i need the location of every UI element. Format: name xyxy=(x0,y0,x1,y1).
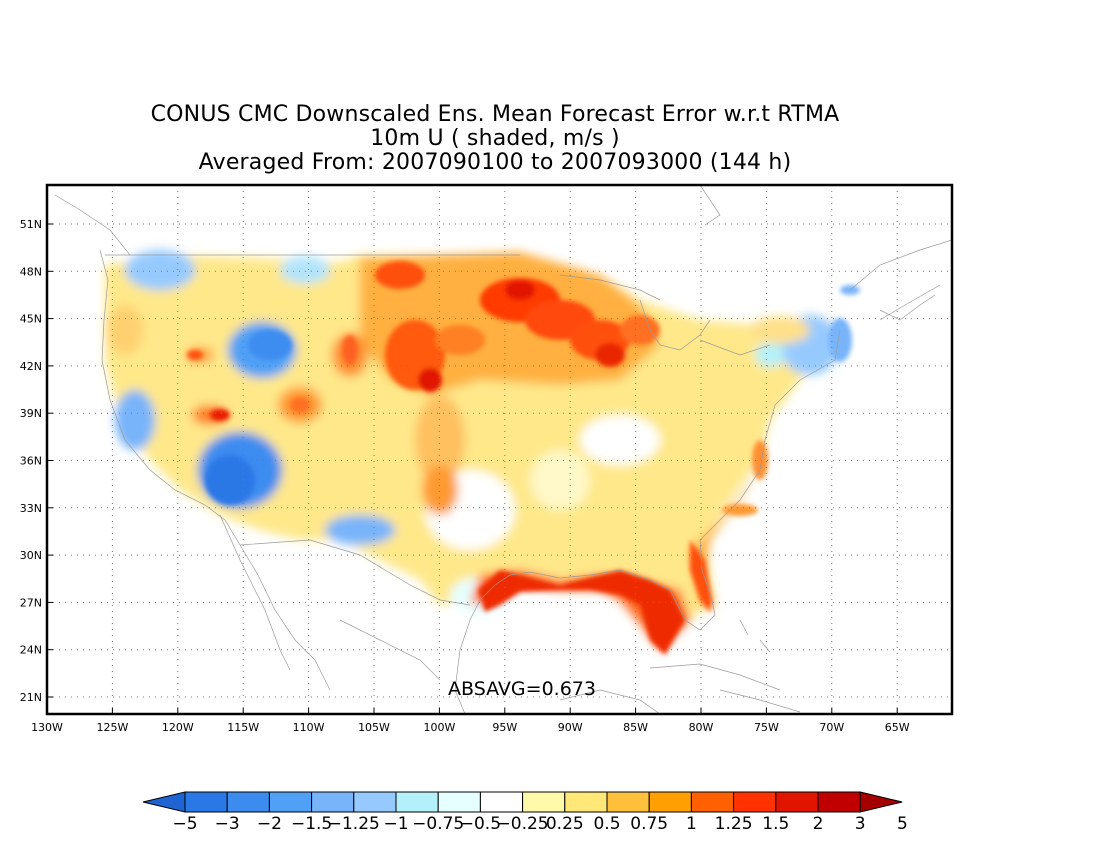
lat-tick-label: 39N xyxy=(20,407,42,420)
colorbar-label: −1.5 xyxy=(291,814,332,834)
colorbar-swatch xyxy=(690,791,735,813)
lat-tick-label: 48N xyxy=(20,265,42,278)
lat-tick-label: 51N xyxy=(20,218,42,231)
coastline-segment xyxy=(739,619,749,636)
lon-tick-label: 110W xyxy=(293,721,325,734)
lon-tick-label: 105W xyxy=(358,721,390,734)
colorbar-label: 1 xyxy=(686,814,697,834)
colorbar-label: −0.5 xyxy=(460,814,501,834)
map-frame xyxy=(45,183,954,716)
colorbar-high-arrow xyxy=(859,791,903,813)
lon-tick-label: 75W xyxy=(754,721,779,734)
colorbar-label: −5 xyxy=(172,814,197,834)
colorbar-label: 1.5 xyxy=(762,814,789,834)
coastline-segment xyxy=(699,185,721,226)
lon-tick-label: 125W xyxy=(96,721,128,734)
colorbar-swatch xyxy=(226,791,270,813)
colorbar-label: −1 xyxy=(383,814,408,834)
colorbar-label: −1.25 xyxy=(328,814,380,834)
coastline-segment xyxy=(239,539,471,606)
coastline-segment xyxy=(639,299,711,351)
colorbar-label: −0.75 xyxy=(412,814,464,834)
coastline-segment xyxy=(719,689,801,713)
colorbar-swatch xyxy=(606,791,650,813)
lat-tick-label: 33N xyxy=(20,502,42,515)
colorbar-swatch xyxy=(775,791,819,813)
lon-tick-label: 70W xyxy=(819,721,844,734)
coastline-segment xyxy=(879,294,936,321)
coastline-segment xyxy=(54,194,131,256)
coastline-segment xyxy=(469,569,716,631)
colorbar-swatch xyxy=(522,791,566,813)
colorbar-swatch xyxy=(184,791,228,813)
longitude-ticks: 130W 125W 120W 115W 110W 105W 100W 95W 90W 85W 80W… xyxy=(31,708,910,734)
colorbar-swatch xyxy=(353,791,397,813)
coastline-segment xyxy=(699,329,841,616)
lat-tick-label: 30N xyxy=(20,549,42,562)
coastline-segment xyxy=(649,663,781,691)
coastline-segment xyxy=(699,339,771,356)
colorbar-label: 0.25 xyxy=(546,814,584,834)
colorbar-swatch xyxy=(648,791,692,813)
coastline-segment xyxy=(559,274,661,301)
colorbar-label: 1.25 xyxy=(715,814,753,834)
colorbar-label: −2 xyxy=(257,814,282,834)
lon-tick-label: 120W xyxy=(162,721,194,734)
lon-tick-label: 90W xyxy=(558,721,583,734)
coastline-segment xyxy=(454,619,471,714)
lon-tick-label: 95W xyxy=(492,721,517,734)
colorbar-swatch xyxy=(437,791,481,813)
lat-tick-label: 27N xyxy=(20,596,42,609)
coastline-segment xyxy=(99,249,331,691)
coastline-segment xyxy=(219,514,291,671)
colorbar-label: 2 xyxy=(813,814,824,834)
colorbar-label: 0.5 xyxy=(593,814,620,834)
lon-tick-label: 85W xyxy=(623,721,648,734)
colorbar-low-arrow xyxy=(142,791,186,813)
colorbar-label: −0.25 xyxy=(497,814,549,834)
coastline-segment xyxy=(849,239,952,291)
colorbar-swatch xyxy=(311,791,355,813)
title-line-2: 10m U ( shaded, m/s ) xyxy=(370,126,620,151)
colorbar-label: 3 xyxy=(855,814,866,834)
title-line-3: Averaged From: 2007090100 to 2007093000 … xyxy=(198,150,792,175)
colorbar-swatch xyxy=(479,791,524,813)
colorbar-swatch xyxy=(817,791,861,813)
colorbar: −5 −3 −2 −1.5−1.25 −1 −0.75−0.5−0.250.25 0.5 0.… xyxy=(142,791,908,834)
latitude-ticks: 51N 48N 45N 42N 39N 36N 33N 30N 27N 24N 21N xyxy=(20,218,53,704)
title-line-1: CONUS CMC Downscaled Ens. Mean Forecast … xyxy=(150,102,840,127)
lat-tick-label: 42N xyxy=(20,360,42,373)
coastline-segment xyxy=(559,689,661,714)
lon-tick-label: 65W xyxy=(885,721,910,734)
lat-tick-label: 24N xyxy=(20,644,42,657)
coastline-segment xyxy=(879,284,941,321)
field-base xyxy=(105,250,840,650)
colorbar-label: 5 xyxy=(897,814,908,834)
coastlines xyxy=(54,185,952,714)
colorbar-swatch xyxy=(564,791,608,813)
colorbar-swatch xyxy=(395,791,439,813)
grid-lines xyxy=(47,185,952,714)
coastline-segment xyxy=(759,639,771,653)
field-detail xyxy=(187,261,860,655)
shaded-field xyxy=(105,250,860,655)
lon-tick-label: 130W xyxy=(31,721,63,734)
colorbar-label: 0.75 xyxy=(630,814,668,834)
colorbar-label: −3 xyxy=(215,814,240,834)
absavg-annotation: ABSAVG=0.673 xyxy=(448,678,596,700)
lon-tick-label: 115W xyxy=(227,721,259,734)
lat-tick-label: 45N xyxy=(20,313,42,326)
lon-tick-label: 100W xyxy=(423,721,455,734)
coastline-segment xyxy=(339,619,441,681)
lat-tick-label: 21N xyxy=(20,691,42,704)
lat-tick-label: 36N xyxy=(20,455,42,468)
colorbar-swatch xyxy=(733,791,777,813)
lon-tick-label: 80W xyxy=(689,721,714,734)
colorbar-swatch xyxy=(268,791,313,813)
